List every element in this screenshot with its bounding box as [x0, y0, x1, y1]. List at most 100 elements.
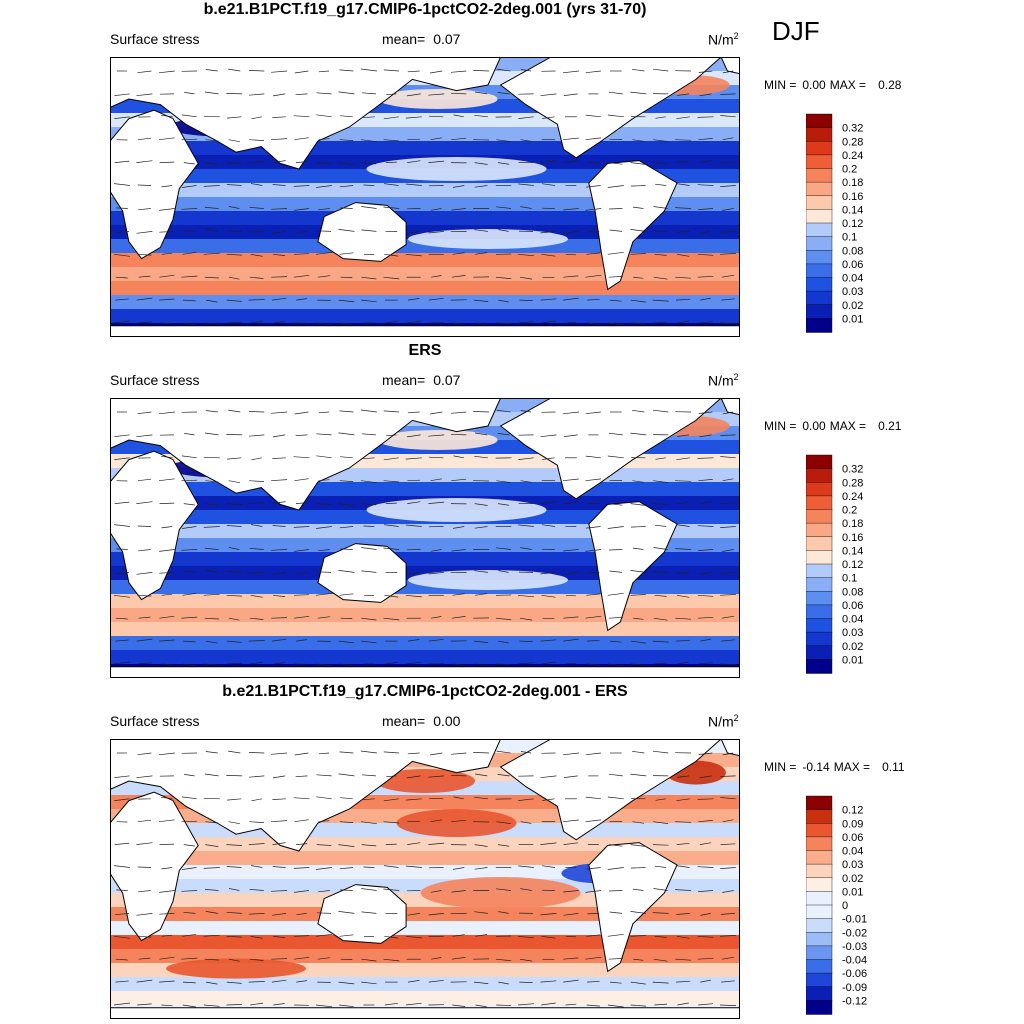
- stress-vector: [451, 137, 467, 141]
- stress-vector: [226, 640, 242, 643]
- stress-vector: [250, 935, 263, 939]
- stress-vector: [585, 890, 602, 893]
- stress-vector: [316, 503, 332, 505]
- stress-vector: [698, 890, 714, 892]
- stress-vector: [451, 549, 466, 552]
- max-label: MAX =: [829, 419, 867, 433]
- colorbar-tick-label: 0.16: [842, 532, 863, 544]
- stress-vector: [475, 593, 488, 596]
- stress-vector: [630, 299, 646, 303]
- stress-vector: [607, 663, 624, 667]
- stress-vector: [206, 640, 218, 644]
- colorbar-tick-label: -0.04: [842, 955, 867, 967]
- stress-vector: [295, 93, 308, 96]
- stress-vector: [540, 842, 557, 845]
- stress-vector: [407, 752, 420, 755]
- stress-vector: [203, 456, 220, 459]
- stress-vector: [316, 912, 332, 914]
- stress-vector: [113, 320, 131, 324]
- stress-vector: [676, 253, 690, 257]
- stress-vector: [161, 252, 173, 255]
- stress-vector: [630, 526, 646, 528]
- stress-vector: [585, 796, 601, 800]
- field-patch: [408, 229, 568, 249]
- stress-vector: [720, 797, 736, 800]
- stress-vector: [428, 501, 445, 504]
- field-patch: [366, 498, 547, 522]
- stress-vector: [363, 525, 375, 527]
- stress-vector: [228, 750, 241, 754]
- stress-vector: [719, 1004, 737, 1006]
- stress-vector: [293, 185, 310, 187]
- colorbar-swatch: [806, 495, 833, 511]
- stress-vector: [540, 913, 557, 916]
- stress-vector: [116, 548, 128, 550]
- stress-vector: [361, 888, 377, 891]
- stress-vector: [451, 890, 466, 893]
- surface-stress-map: [110, 398, 740, 678]
- stress-vector: [361, 229, 377, 232]
- stress-vector: [158, 70, 175, 74]
- stress-vector: [633, 958, 644, 961]
- stress-vector: [719, 663, 737, 665]
- field-band: [110, 253, 740, 268]
- colorbar-swatch: [806, 986, 833, 1002]
- stress-vector: [205, 503, 219, 506]
- stress-vector: [675, 548, 692, 550]
- stress-vector: [609, 162, 623, 165]
- land-outline: [317, 884, 407, 944]
- stress-vector: [720, 253, 736, 255]
- stress-vector: [520, 410, 532, 413]
- stress-vector: [452, 252, 465, 255]
- stress-vector: [430, 819, 442, 823]
- stress-vector: [474, 455, 488, 459]
- stress-vector: [700, 913, 711, 916]
- stress-vector: [586, 252, 601, 255]
- stress-vector: [652, 162, 669, 164]
- stress-vector: [251, 116, 262, 120]
- stress-vector: [113, 594, 131, 598]
- stress-vector: [138, 549, 151, 552]
- field-band: [110, 851, 740, 866]
- stress-vector: [363, 866, 375, 868]
- stress-vector: [339, 593, 354, 596]
- stress-vector: [203, 252, 220, 255]
- field-patch: [420, 877, 581, 909]
- colorbar-swatch: [806, 482, 833, 497]
- stress-vector: [204, 91, 219, 95]
- stress-vector: [272, 842, 286, 845]
- stress-vector: [226, 935, 242, 938]
- stress-vector: [273, 321, 285, 324]
- stress-vector: [652, 912, 669, 914]
- field-band: [110, 636, 740, 651]
- stress-vector: [113, 661, 131, 665]
- stress-vector: [272, 525, 286, 527]
- stress-vector: [228, 409, 241, 413]
- stress-vector: [677, 661, 689, 665]
- stress-vector: [249, 821, 265, 823]
- colorbar-tick-label: 0.09: [842, 818, 863, 830]
- land-outline: [110, 450, 199, 601]
- stress-vector: [339, 1004, 354, 1008]
- stress-vector: [203, 185, 220, 187]
- stress-vector: [407, 913, 420, 916]
- stress-vector: [361, 206, 377, 209]
- stress-vector: [585, 208, 602, 211]
- colorbar-tick-label: -0.09: [842, 982, 867, 994]
- stress-vector: [339, 185, 354, 188]
- stress-vector: [159, 615, 175, 619]
- stress-vector: [361, 640, 377, 644]
- stress-vector: [158, 478, 175, 482]
- stress-vector: [498, 911, 509, 914]
- field-band: [110, 608, 740, 623]
- stress-vector: [517, 1003, 535, 1006]
- colorbar-swatch: [806, 318, 833, 333]
- stress-vector: [652, 299, 669, 302]
- stress-vector: [495, 958, 512, 962]
- stress-vector: [407, 842, 421, 845]
- stress-vector: [384, 183, 399, 186]
- stress-vector: [360, 139, 377, 143]
- stress-vector: [318, 208, 330, 211]
- stress-vector: [722, 137, 734, 141]
- colorbar-tick-label: 0.06: [842, 600, 863, 612]
